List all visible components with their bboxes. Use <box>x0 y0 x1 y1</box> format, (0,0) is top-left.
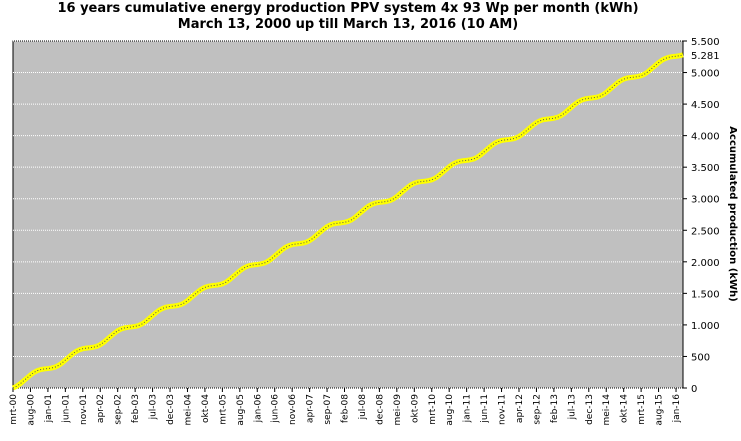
x-tick-label: mrt-05 <box>218 394 228 425</box>
x-tick-label: jun-06 <box>271 394 281 424</box>
x-tick-label: feb-03 <box>131 394 141 423</box>
y-tick-label: 4.500 <box>691 100 720 111</box>
x-tick-label: apr-02 <box>96 394 106 423</box>
y-tick-label: 3.500 <box>691 163 720 174</box>
y-tick-label: 500 <box>691 352 710 363</box>
x-tick-label: aug-00 <box>26 394 36 426</box>
x-tick-label: aug-15 <box>655 394 665 426</box>
x-tick-label: jul-03 <box>149 394 159 420</box>
x-tick-label: jun-11 <box>480 394 490 424</box>
y-tick-label: 5.000 <box>691 69 720 80</box>
last-value-label: 5.281 <box>691 51 720 62</box>
x-tick-label: jun-01 <box>61 394 71 424</box>
x-tick-label: jan-16 <box>672 394 682 424</box>
x-tick-label: nov-01 <box>79 394 89 425</box>
x-tick-label: mrt-00 <box>9 394 19 425</box>
y-tick-label: 1.500 <box>691 289 720 300</box>
x-tick-label: sep-12 <box>532 394 542 425</box>
x-tick-label: jan-06 <box>253 394 263 424</box>
x-tick-label: nov-06 <box>288 394 298 425</box>
x-tick-label: aug-10 <box>445 394 455 426</box>
x-tick-label: mei-09 <box>393 394 403 426</box>
x-tick-label: mei-04 <box>183 394 193 426</box>
x-tick-label: apr-12 <box>515 394 525 423</box>
x-tick-label: sep-07 <box>323 394 333 425</box>
y-tick-label: 2.500 <box>691 226 720 237</box>
line-dots <box>12 54 684 389</box>
x-tick-label: jul-08 <box>358 394 368 421</box>
chart-subtitle: March 13, 2000 up till March 13, 2016 (1… <box>178 17 518 32</box>
y-tick-label: 1.000 <box>691 321 720 332</box>
x-tick-label: apr-07 <box>306 394 316 423</box>
x-tick-label: mrt-10 <box>428 394 438 425</box>
y-tick-label: 2.000 <box>691 258 720 269</box>
x-tick-label: jan-01 <box>44 394 54 423</box>
y-tick-label: 3.000 <box>691 195 720 206</box>
x-tick-label: jan-11 <box>463 394 473 423</box>
chart-title: 16 years cumulative energy production PP… <box>57 1 638 16</box>
x-tick-label: dec-13 <box>585 394 595 425</box>
x-tick-label: okt-14 <box>620 394 630 423</box>
y-axis-label: Accumulated production (kWh) <box>727 126 738 301</box>
x-tick-label: dec-08 <box>375 394 385 425</box>
y-tick-label: 5.500 <box>691 37 720 48</box>
x-tick-label: mei-14 <box>602 394 612 426</box>
x-tick-label: jul-13 <box>567 394 577 420</box>
x-tick-label: mrt-15 <box>637 394 647 425</box>
x-tick-label: aug-05 <box>236 394 246 426</box>
x-tick-label: feb-13 <box>550 394 560 423</box>
x-tick-label: okt-04 <box>201 394 211 423</box>
y-tick-label: 0 <box>691 384 697 395</box>
x-tick-label: dec-03 <box>166 394 176 425</box>
x-tick-label: feb-08 <box>341 394 351 423</box>
x-tick-label: sep-02 <box>114 394 124 425</box>
x-tick-label: okt-09 <box>410 394 420 423</box>
x-tick-label: nov-11 <box>498 394 508 425</box>
y-tick-label: 4.000 <box>691 132 720 143</box>
